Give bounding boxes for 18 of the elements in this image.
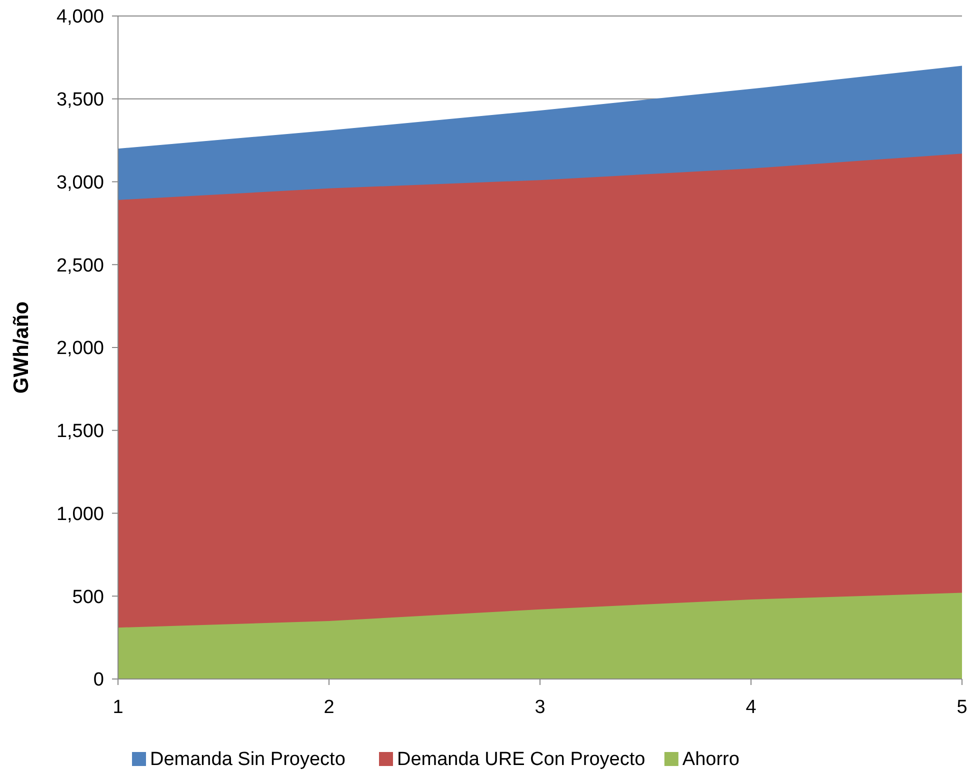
y-tick-label: 4,000 xyxy=(56,6,104,28)
x-tick-label: 3 xyxy=(534,697,546,718)
y-tick-label: 1,500 xyxy=(56,421,104,442)
x-tick-label: 2 xyxy=(324,697,334,718)
y-tick-label: 500 xyxy=(72,586,104,608)
y-tick-label: 1,000 xyxy=(56,504,104,525)
y-tick-label: 3,500 xyxy=(56,90,104,111)
x-tick-label: 4 xyxy=(746,697,757,718)
legend-label: Ahorro xyxy=(682,749,740,770)
y-tick-label: 2,000 xyxy=(56,338,104,360)
legend-label: Demanda Sin Proyecto xyxy=(150,749,346,770)
y-tick-label: 3,000 xyxy=(56,172,104,194)
x-tick-label: 1 xyxy=(112,697,124,718)
x-tick-label: 5 xyxy=(956,697,968,718)
y-axis-title: GWh/año xyxy=(10,301,33,394)
legend-label: Demanda URE Con Proyecto xyxy=(397,749,646,770)
y-tick-label: 0 xyxy=(93,670,104,691)
y-tick-label: 2,500 xyxy=(56,255,104,276)
